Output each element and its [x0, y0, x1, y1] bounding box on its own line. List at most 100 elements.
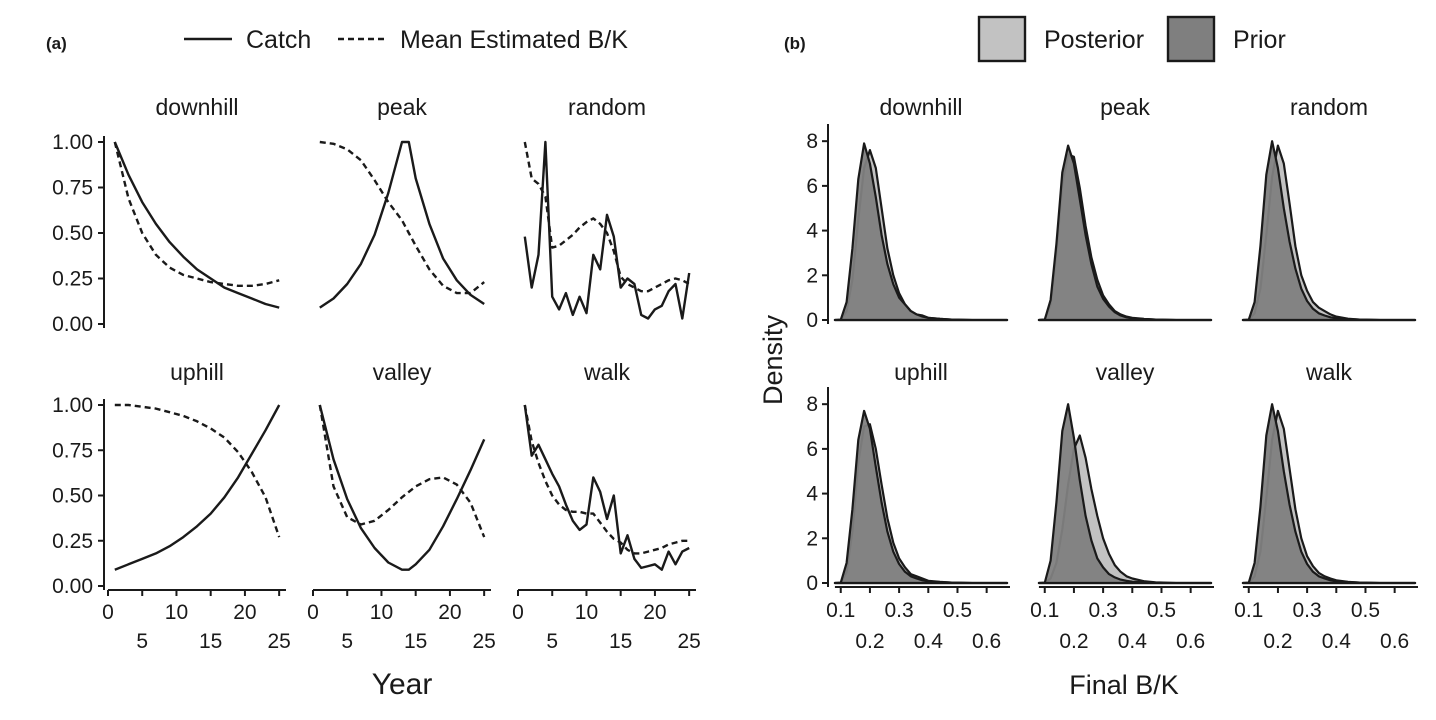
y-tick-label: 8	[806, 130, 818, 153]
catch-line	[319, 140, 485, 309]
bk-line	[319, 140, 485, 295]
facet-b-strip-label: downhill	[879, 94, 962, 120]
y-tick-label: 8	[806, 393, 818, 416]
y-tick-label: 0.00	[52, 313, 93, 336]
facet-b-strip-label: peak	[1100, 94, 1150, 120]
y-tick-label: 0	[806, 309, 818, 332]
x-tick-label: 25	[267, 630, 290, 653]
prior-density	[1241, 140, 1417, 322]
y-tick-label: 0.50	[52, 222, 93, 245]
bk-line	[318, 404, 486, 538]
x-tick-label: 0	[512, 601, 524, 624]
bk-line	[523, 141, 690, 293]
x-tick-label: 25	[677, 630, 700, 653]
x-tick-label: 5	[136, 630, 148, 653]
panel-b-plots: downhill 8 6 4 2 0 peak random uphill 8 6 4 2 0 0.1 0.3…	[806, 94, 1418, 653]
y-tick-label: 4	[806, 483, 818, 506]
prior-density	[1037, 144, 1213, 322]
x-tick-label: 0.6	[1176, 630, 1205, 653]
x-tick-label: 0	[102, 601, 114, 624]
x-tick-label: 0.1	[1234, 599, 1263, 622]
panel-a-plots: downhill 1.00 0.75 0.50 0.25 0.00 peak random up…	[52, 94, 701, 653]
legend-prior-label: Prior	[1233, 26, 1286, 54]
x-tick-label: 0.2	[1263, 630, 1292, 653]
facet-b-strip-label: random	[1290, 94, 1368, 120]
facet-a-walk: walk 0 10 20 5 15 25	[512, 359, 701, 653]
catch-line	[523, 140, 691, 320]
bk-line	[113, 141, 280, 287]
facet-b-strip-label: walk	[1305, 359, 1353, 385]
x-tick-label: 0.2	[855, 630, 884, 653]
panel-b-y-title: Density	[758, 314, 788, 405]
y-tick-label: 4	[806, 220, 818, 243]
y-tick-label: 1.00	[52, 394, 93, 417]
facet-a-peak: peak	[319, 94, 485, 309]
y-tick-label: 0.75	[52, 177, 93, 200]
prior-density	[833, 142, 1009, 322]
x-tick-label: 0.3	[1089, 599, 1118, 622]
x-tick-label: 0	[307, 601, 319, 624]
legend-posterior-swatch	[977, 15, 1027, 63]
y-tick-label: 6	[806, 438, 818, 461]
x-tick-label: 20	[233, 601, 256, 624]
facet-b-strip-label: uphill	[894, 359, 948, 385]
y-tick-label: 1.00	[52, 131, 93, 154]
facet-a-downhill: downhill 1.00 0.75 0.50 0.25 0.00	[52, 94, 280, 336]
catch-line	[113, 141, 280, 309]
y-tick-label: 0.50	[52, 485, 93, 508]
x-tick-label: 5	[341, 630, 353, 653]
x-tick-label: 0.5	[943, 599, 972, 622]
facet-a-strip-label: downhill	[155, 94, 238, 120]
x-tick-label: 15	[404, 630, 427, 653]
catch-line	[318, 404, 486, 571]
facet-a-strip-label: peak	[377, 94, 427, 120]
legend-b: Posterior Prior	[977, 15, 1286, 63]
facet-a-random: random	[523, 94, 691, 320]
facet-b-uphill: uphill 8 6 4 2 0 0.1 0.3 0.5 0.2 0.4 0.6	[806, 359, 1010, 653]
y-tick-label: 0.25	[52, 268, 93, 291]
x-tick-label: 0.2	[1059, 630, 1088, 653]
x-tick-label: 0.1	[1030, 599, 1059, 622]
legend-a: Catch Mean Estimated B/K	[184, 26, 628, 54]
prior-density	[1241, 403, 1417, 585]
facet-b-walk: walk 0.1 0.3 0.5 0.2 0.4 0.6	[1234, 359, 1418, 653]
y-tick-label: 0.75	[52, 439, 93, 462]
y-tick-label: 2	[806, 527, 818, 550]
facet-b-random: random	[1241, 94, 1417, 322]
x-tick-label: 0.5	[1351, 599, 1380, 622]
panel-b-tag: (b)	[784, 34, 806, 53]
x-tick-label: 15	[199, 630, 222, 653]
facet-a-uphill: uphill 1.00 0.75 0.50 0.25 0.00 0 10 20 5 15 25	[52, 359, 291, 653]
y-tick-label: 0.00	[52, 575, 93, 598]
x-tick-label: 5	[546, 630, 558, 653]
catch-line	[114, 404, 281, 571]
x-tick-label: 10	[165, 601, 188, 624]
facet-b-peak: peak	[1037, 94, 1213, 322]
x-tick-label: 15	[609, 630, 632, 653]
prior-density	[833, 409, 1009, 585]
prior-density	[1037, 403, 1213, 585]
facet-b-downhill: downhill 8 6 4 2 0	[806, 94, 1009, 332]
x-tick-label: 0.1	[826, 599, 855, 622]
legend-posterior-label: Posterior	[1044, 26, 1144, 54]
facet-a-strip-label: uphill	[170, 359, 224, 385]
x-tick-label: 0.3	[1293, 599, 1322, 622]
facet-b-strip-label: valley	[1096, 359, 1155, 385]
x-tick-label: 20	[643, 601, 666, 624]
x-tick-label: 10	[575, 601, 598, 624]
catch-line	[523, 404, 690, 571]
facet-a-valley: valley 0 10 20 5 15 25	[307, 359, 496, 653]
x-tick-label: 20	[438, 601, 461, 624]
facet-a-strip-label: walk	[583, 359, 631, 385]
x-tick-label: 25	[472, 630, 495, 653]
facet-a-strip-label: random	[568, 94, 646, 120]
x-tick-label: 0.6	[972, 630, 1001, 653]
x-tick-label: 10	[370, 601, 393, 624]
y-tick-label: 6	[806, 175, 818, 198]
bk-line	[523, 404, 690, 555]
panel-b-x-title: Final B/K	[1069, 670, 1179, 700]
y-tick-label: 0.25	[52, 530, 93, 553]
facet-a-strip-label: valley	[373, 359, 432, 385]
x-tick-label: 0.4	[914, 630, 944, 653]
